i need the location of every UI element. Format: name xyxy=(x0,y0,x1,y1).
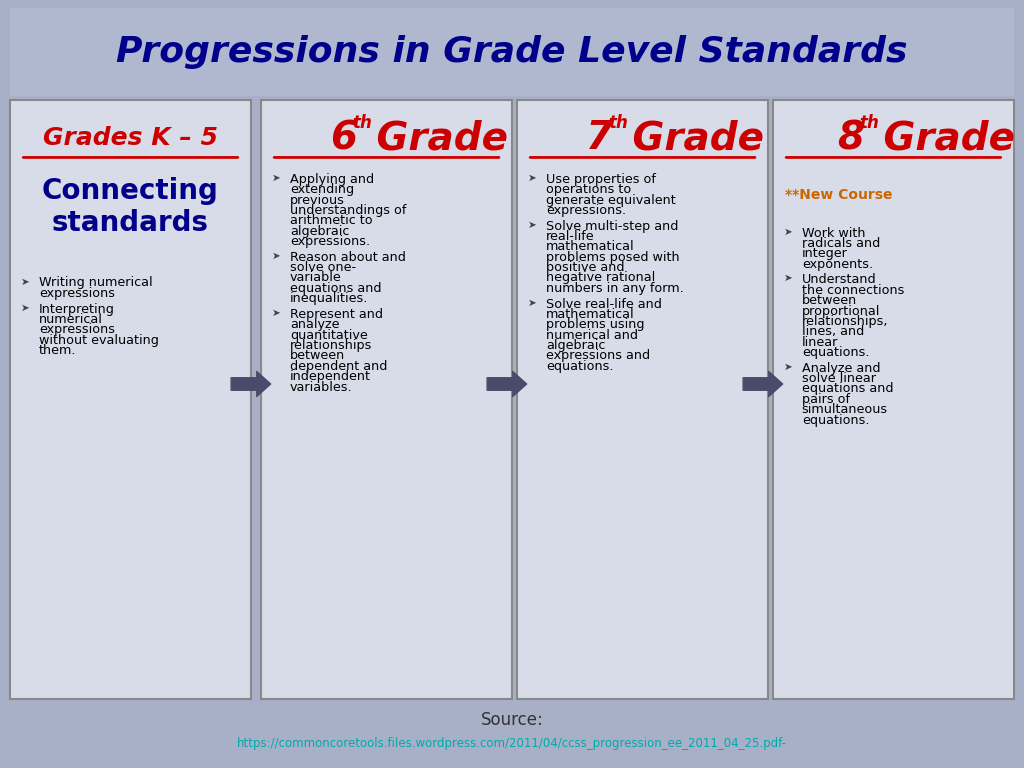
FancyArrowPatch shape xyxy=(487,372,526,396)
Text: Interpreting: Interpreting xyxy=(39,303,115,316)
Text: Analyze and: Analyze and xyxy=(802,362,881,375)
Text: pairs of: pairs of xyxy=(802,393,850,406)
Text: expressions and: expressions and xyxy=(546,349,650,362)
Text: ➤: ➤ xyxy=(783,362,793,372)
Text: negative rational: negative rational xyxy=(546,272,655,284)
Text: lines, and: lines, and xyxy=(802,326,864,338)
Text: solve one-: solve one- xyxy=(290,261,356,274)
Text: ➤: ➤ xyxy=(527,220,537,230)
FancyBboxPatch shape xyxy=(10,8,1014,96)
Text: th: th xyxy=(352,114,373,132)
Text: without evaluating: without evaluating xyxy=(39,334,159,346)
FancyBboxPatch shape xyxy=(517,100,768,699)
Text: ➤: ➤ xyxy=(783,227,793,237)
Text: independent: independent xyxy=(290,370,371,383)
Text: equations.: equations. xyxy=(802,346,869,359)
Text: expressions.: expressions. xyxy=(290,235,370,248)
Text: relationships: relationships xyxy=(290,339,372,352)
Text: problems using: problems using xyxy=(546,319,644,331)
Text: Understand: Understand xyxy=(802,273,877,286)
Text: numerical: numerical xyxy=(39,313,102,326)
Text: 7: 7 xyxy=(586,119,613,157)
Text: ➤: ➤ xyxy=(271,250,281,261)
Text: numerical and: numerical and xyxy=(546,329,638,342)
Text: Grade: Grade xyxy=(870,119,1015,157)
Text: inequalities.: inequalities. xyxy=(290,293,369,305)
Text: th: th xyxy=(608,114,629,132)
Text: proportional: proportional xyxy=(802,305,881,317)
Text: equations and: equations and xyxy=(290,282,381,295)
Text: Source:: Source: xyxy=(480,710,544,729)
Text: analyze: analyze xyxy=(290,319,339,331)
Text: algebraic: algebraic xyxy=(546,339,605,352)
Text: expressions: expressions xyxy=(39,323,115,336)
Text: variable: variable xyxy=(290,272,342,284)
Text: Progressions in Grade Level Standards: Progressions in Grade Level Standards xyxy=(117,35,907,69)
Text: mathematical: mathematical xyxy=(546,308,635,321)
FancyBboxPatch shape xyxy=(773,100,1014,699)
FancyBboxPatch shape xyxy=(261,100,512,699)
Text: solve linear: solve linear xyxy=(802,372,876,385)
Text: real-life: real-life xyxy=(546,230,594,243)
Text: **New Course: **New Course xyxy=(785,188,893,202)
Text: linear: linear xyxy=(802,336,839,349)
Text: ➤: ➤ xyxy=(527,173,537,183)
Text: Writing numerical: Writing numerical xyxy=(39,276,153,290)
FancyBboxPatch shape xyxy=(10,100,251,699)
Text: Solve real-life and: Solve real-life and xyxy=(546,298,662,310)
Text: ➤: ➤ xyxy=(20,303,30,313)
Text: dependent and: dependent and xyxy=(290,359,387,372)
Text: Represent and: Represent and xyxy=(290,308,383,321)
Text: ➤: ➤ xyxy=(271,173,281,183)
Text: Solve multi-step and: Solve multi-step and xyxy=(546,220,678,233)
Text: expressions.: expressions. xyxy=(546,204,626,217)
Text: radicals and: radicals and xyxy=(802,237,880,250)
Text: relationships,: relationships, xyxy=(802,315,888,328)
Text: previous: previous xyxy=(290,194,345,207)
Text: quantitative: quantitative xyxy=(290,329,368,342)
Text: numbers in any form.: numbers in any form. xyxy=(546,282,684,295)
Text: equations.: equations. xyxy=(546,359,613,372)
Text: https://commoncoretools.files.wordpress.com/2011/04/ccss_progression_ee_2011_04_: https://commoncoretools.files.wordpress.… xyxy=(237,737,787,750)
FancyArrowPatch shape xyxy=(231,372,270,396)
Text: th: th xyxy=(860,114,880,132)
Text: problems posed with: problems posed with xyxy=(546,250,679,263)
Text: Grade: Grade xyxy=(618,119,764,157)
Text: extending: extending xyxy=(290,183,354,196)
Text: Work with: Work with xyxy=(802,227,865,240)
Text: positive and: positive and xyxy=(546,261,625,274)
Text: Reason about and: Reason about and xyxy=(290,250,406,263)
Text: Grades K – 5: Grades K – 5 xyxy=(43,126,218,151)
Text: them.: them. xyxy=(39,344,77,357)
Text: ➤: ➤ xyxy=(20,276,30,286)
Text: equations.: equations. xyxy=(802,414,869,426)
Text: simultaneous: simultaneous xyxy=(802,403,888,416)
Text: Grade: Grade xyxy=(364,119,508,157)
Text: understandings of: understandings of xyxy=(290,204,407,217)
Text: arithmetic to: arithmetic to xyxy=(290,214,373,227)
Text: integer: integer xyxy=(802,247,848,260)
Text: ➤: ➤ xyxy=(783,273,793,283)
Text: algebraic: algebraic xyxy=(290,224,349,237)
Text: between: between xyxy=(802,294,857,307)
Text: expressions: expressions xyxy=(39,286,115,300)
Text: equations and: equations and xyxy=(802,382,893,396)
Text: exponents.: exponents. xyxy=(802,258,872,270)
Text: ➤: ➤ xyxy=(527,298,537,308)
Text: 8: 8 xyxy=(838,119,864,157)
Text: between: between xyxy=(290,349,345,362)
FancyArrowPatch shape xyxy=(743,372,782,396)
Text: operations to: operations to xyxy=(546,183,631,196)
Text: generate equivalent: generate equivalent xyxy=(546,194,676,207)
Text: the connections: the connections xyxy=(802,284,904,296)
Text: Connecting
standards: Connecting standards xyxy=(42,177,219,237)
Text: Use properties of: Use properties of xyxy=(546,173,655,186)
Text: 6: 6 xyxy=(330,119,357,157)
Text: variables.: variables. xyxy=(290,381,352,393)
Text: mathematical: mathematical xyxy=(546,240,635,253)
Text: Applying and: Applying and xyxy=(290,173,374,186)
Text: ➤: ➤ xyxy=(271,308,281,318)
